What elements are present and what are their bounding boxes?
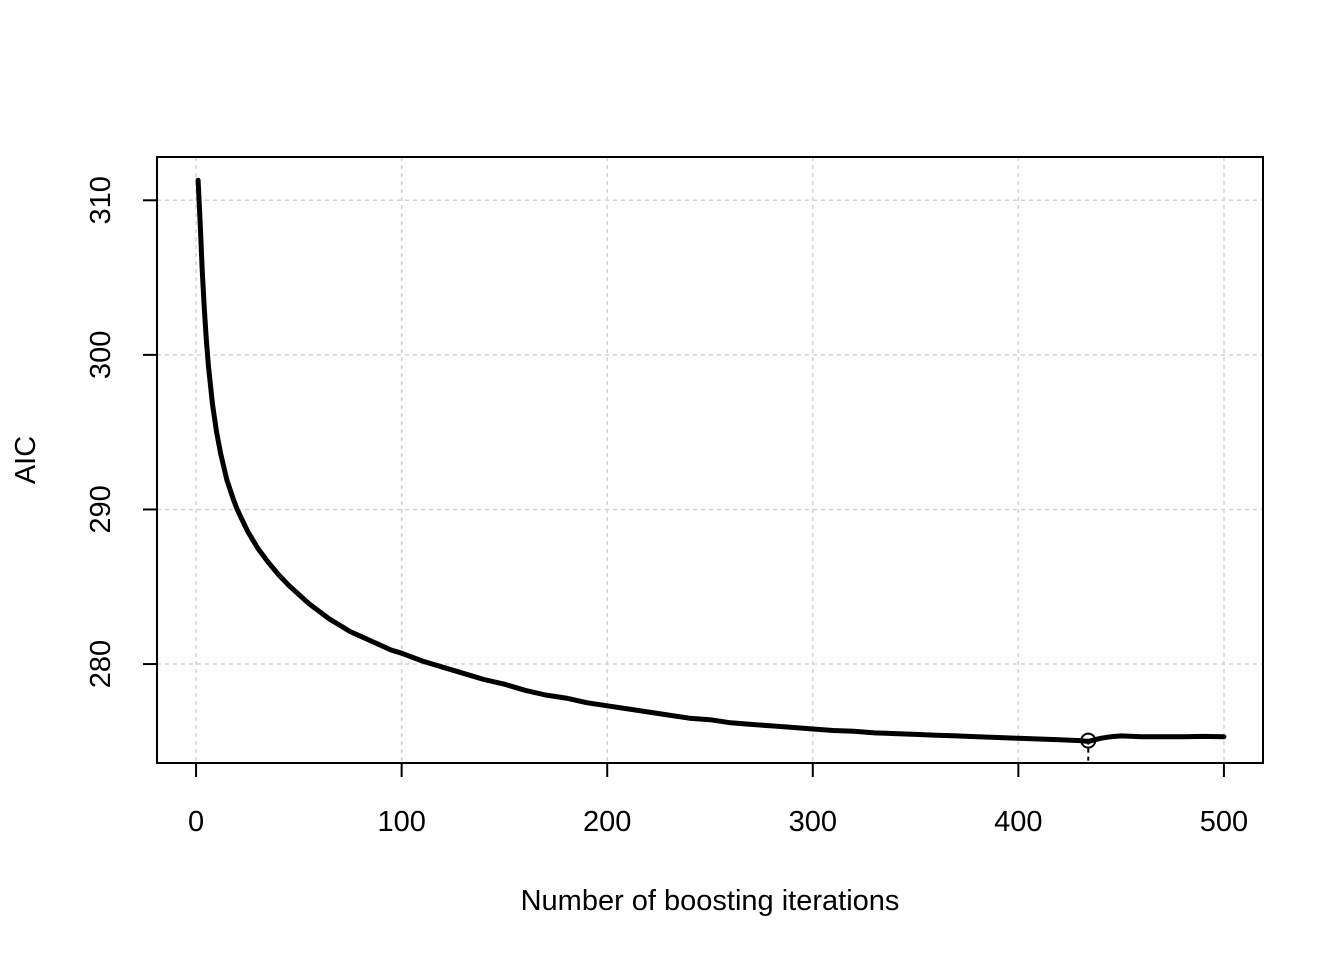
grid-lines xyxy=(157,157,1263,763)
x-tick-label: 200 xyxy=(583,806,631,838)
y-tick-label: 290 xyxy=(85,485,117,533)
axes: 0 100 200 300 400 500 280 290 300 310 xyxy=(85,176,1248,838)
x-tick-label: 400 xyxy=(994,806,1042,838)
x-tick-label: 300 xyxy=(789,806,837,838)
x-tick-label: 500 xyxy=(1200,806,1248,838)
optimum-marker xyxy=(1080,732,1097,749)
x-axis-title: Number of boosting iterations xyxy=(521,885,900,917)
x-tick-label: 0 xyxy=(188,806,204,838)
y-tick-label: 310 xyxy=(85,176,117,224)
plot-frame xyxy=(156,156,1264,764)
series-layer xyxy=(195,177,1227,763)
y-tick-label: 280 xyxy=(85,640,117,688)
y-axis-title: AIC xyxy=(10,436,42,484)
y-tick-label: 300 xyxy=(85,331,117,379)
x-tick-label: 100 xyxy=(377,806,425,838)
aic-series-line xyxy=(195,177,1227,744)
